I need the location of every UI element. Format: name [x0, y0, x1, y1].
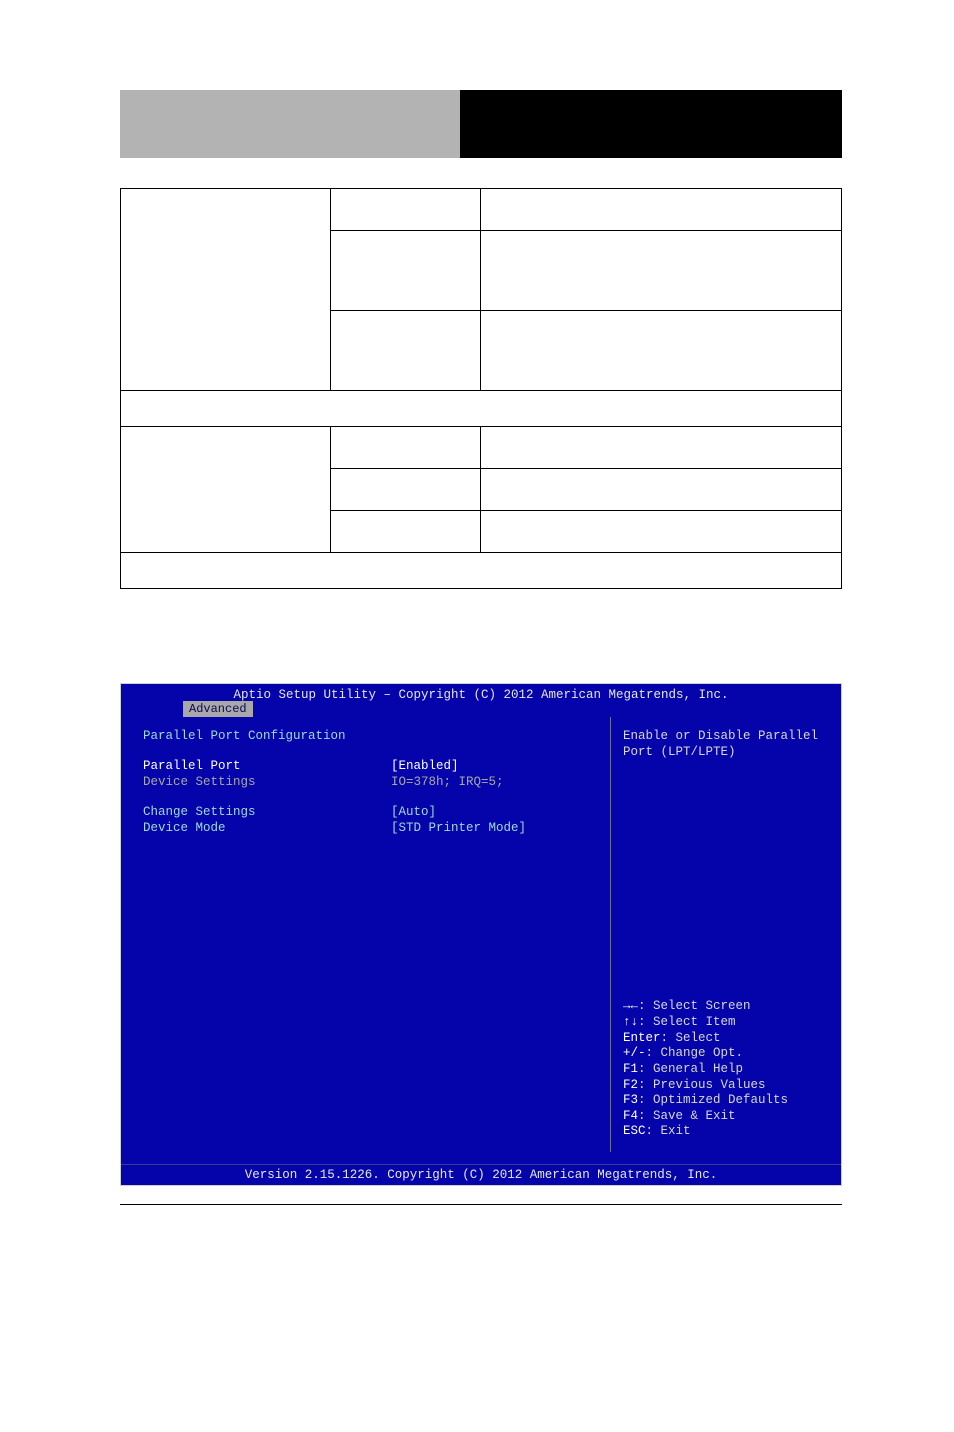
table-cell — [481, 189, 842, 231]
bios-setting-label: Device Mode — [143, 821, 391, 835]
bios-legend-text: : Select Screen — [638, 999, 751, 1013]
table-cell — [331, 511, 481, 553]
bios-legend-text: : Select Item — [638, 1015, 736, 1029]
bios-screenshot: Aptio Setup Utility – Copyright (C) 2012… — [120, 683, 842, 1186]
bios-section-title: Parallel Port Configuration — [143, 729, 588, 743]
table-cell — [121, 391, 842, 427]
bios-setting-value: [STD Printer Mode] — [391, 821, 526, 835]
bios-legend-key: ESC — [623, 1124, 646, 1138]
bios-legend-line: +/-: Change Opt. — [623, 1046, 831, 1062]
bios-legend-line: F2: Previous Values — [623, 1078, 831, 1094]
table-cell — [121, 427, 331, 553]
table-row — [121, 553, 842, 589]
bios-setting-row[interactable]: Device Mode[STD Printer Mode] — [143, 821, 588, 835]
table-cell — [121, 189, 331, 391]
bios-legend-key: F2 — [623, 1078, 638, 1092]
bios-legend-key: F1 — [623, 1062, 638, 1076]
header-bar — [120, 90, 842, 158]
bios-help-text: Enable or Disable Parallel Port (LPT/LPT… — [623, 729, 831, 760]
bios-legend-text: : Previous Values — [638, 1078, 766, 1092]
table-cell — [331, 469, 481, 511]
bios-setting-value: [Enabled] — [391, 759, 459, 773]
header-right-cell — [460, 90, 842, 158]
table-cell — [331, 311, 481, 391]
table-cell — [481, 231, 842, 311]
bios-top-bar: Aptio Setup Utility – Copyright (C) 2012… — [121, 684, 841, 717]
header-left-cell — [120, 90, 460, 158]
config-table — [120, 188, 842, 589]
bios-legend-key: F3 — [623, 1093, 638, 1107]
table-cell — [481, 511, 842, 553]
bios-legend-text: : Select — [661, 1031, 721, 1045]
table-cell — [331, 189, 481, 231]
bios-legend-line: F1: General Help — [623, 1062, 831, 1078]
bios-footer: Version 2.15.1226. Copyright (C) 2012 Am… — [121, 1165, 841, 1185]
bios-setting-label: Change Settings — [143, 805, 391, 819]
bios-legend-text: : General Help — [638, 1062, 743, 1076]
table-cell — [121, 553, 842, 589]
bios-left-pane: Parallel Port Configuration Parallel Por… — [121, 717, 610, 1152]
bios-right-pane: Enable or Disable Parallel Port (LPT/LPT… — [610, 717, 841, 1152]
bios-title: Aptio Setup Utility – Copyright (C) 2012… — [121, 688, 841, 702]
bios-legend-text: : Change Opt. — [646, 1046, 744, 1060]
bios-setting-label: Parallel Port — [143, 759, 391, 773]
bios-legend-line: Enter: Select — [623, 1031, 831, 1047]
bios-legend-key: ↑↓ — [623, 1015, 638, 1029]
bios-legend-line: ↑↓: Select Item — [623, 1015, 831, 1031]
bios-setting-row[interactable]: Parallel Port[Enabled] — [143, 759, 588, 773]
bios-setting-value: [Auto] — [391, 805, 436, 819]
table-cell — [481, 311, 842, 391]
bios-setting-row[interactable]: Change Settings[Auto] — [143, 805, 588, 819]
bios-legend-key: →← — [623, 999, 638, 1013]
table-cell — [331, 231, 481, 311]
bios-tab-advanced[interactable]: Advanced — [183, 701, 253, 717]
bios-legend-key: +/- — [623, 1046, 646, 1060]
bios-legend-text: : Exit — [646, 1124, 691, 1138]
table-cell — [481, 427, 842, 469]
page-footer-rule — [120, 1204, 842, 1205]
table-cell — [481, 469, 842, 511]
bios-key-legend: →←: Select Screen↑↓: Select ItemEnter: S… — [623, 999, 831, 1140]
table-row — [121, 427, 842, 469]
bios-legend-key: F4 — [623, 1109, 638, 1123]
bios-legend-line: →←: Select Screen — [623, 999, 831, 1015]
bios-legend-line: ESC: Exit — [623, 1124, 831, 1140]
bios-setting-label: Device Settings — [143, 775, 391, 789]
table-row — [121, 391, 842, 427]
bios-setting-value: IO=378h; IRQ=5; — [391, 775, 504, 789]
bios-legend-text: : Optimized Defaults — [638, 1093, 788, 1107]
table-row — [121, 189, 842, 231]
bios-legend-line: F4: Save & Exit — [623, 1109, 831, 1125]
table-cell — [331, 427, 481, 469]
bios-setting-row[interactable]: Device SettingsIO=378h; IRQ=5; — [143, 775, 588, 789]
bios-legend-text: : Save & Exit — [638, 1109, 736, 1123]
bios-legend-line: F3: Optimized Defaults — [623, 1093, 831, 1109]
bios-legend-key: Enter — [623, 1031, 661, 1045]
